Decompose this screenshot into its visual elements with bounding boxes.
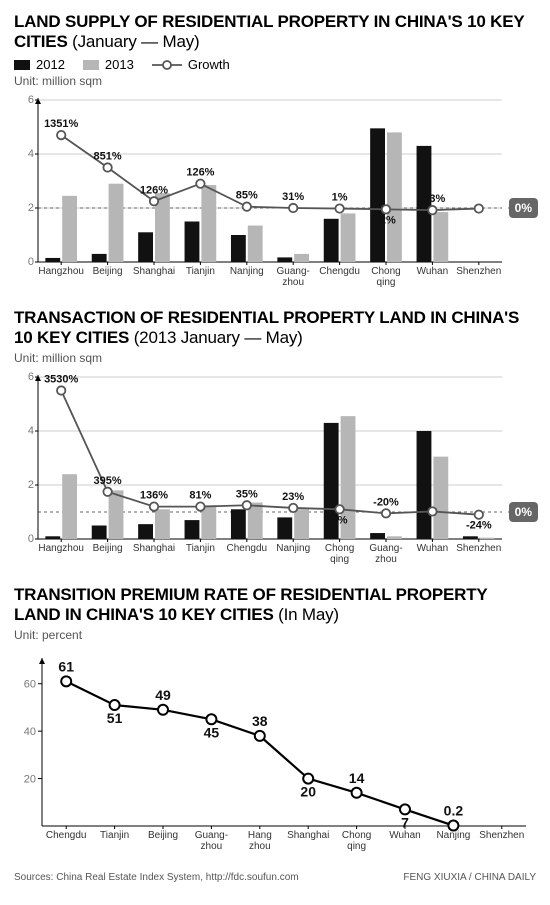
chart2-unit: Unit: million sqm <box>14 351 536 365</box>
svg-text:60: 60 <box>24 679 36 691</box>
chart-premium-rate: TRANSITION PREMIUM RATE OF RESIDENTIAL P… <box>14 585 536 854</box>
footer-credit: FENG XIUXIA / CHINA DAILY <box>403 872 536 883</box>
svg-text:2: 2 <box>28 202 34 214</box>
svg-text:1%: 1% <box>332 192 348 204</box>
chart3-title-light: (In May) <box>274 605 339 624</box>
svg-text:Nanjing: Nanjing <box>276 543 310 554</box>
svg-text:Nanjing: Nanjing <box>436 830 470 841</box>
svg-text:Shenzhen: Shenzhen <box>479 830 524 841</box>
svg-text:31%: 31% <box>282 191 304 203</box>
svg-text:126%: 126% <box>186 167 214 179</box>
svg-text:2: 2 <box>28 479 34 491</box>
chart2-plot: 0 2 4 6 Hangzhou Beijing Shanghai Tianjin Chengd… <box>14 367 536 567</box>
svg-text:20: 20 <box>300 784 316 800</box>
chart2-title-light: (2013 January — May) <box>129 328 302 347</box>
svg-text:Beijing: Beijing <box>93 266 123 277</box>
legend-2013: 2013 <box>83 57 134 72</box>
svg-text:Hangzhou: Hangzhou <box>248 830 272 852</box>
svg-text:Shenzhen: Shenzhen <box>456 543 501 554</box>
svg-text:23%: 23% <box>282 491 304 503</box>
svg-text:0.2: 0.2 <box>444 803 464 819</box>
svg-text:6: 6 <box>28 371 34 383</box>
svg-text:51: 51 <box>107 710 123 726</box>
svg-text:136%: 136% <box>140 490 168 502</box>
svg-text:Beijing: Beijing <box>148 830 178 841</box>
chart1-title: LAND SUPPLY OF RESIDENTIAL PROPERTY IN C… <box>14 12 536 51</box>
chart1-unit: Unit: million sqm <box>14 74 536 88</box>
svg-text:6: 6 <box>28 94 34 106</box>
svg-text:Tianjin: Tianjin <box>186 543 215 554</box>
svg-text:4: 4 <box>28 148 34 160</box>
chart2-title: TRANSACTION OF RESIDENTIAL PROPERTY LAND… <box>14 308 536 347</box>
svg-text:1351%: 1351% <box>44 118 78 130</box>
svg-text:-53%: -53% <box>420 193 446 205</box>
svg-text:Guang-zhou: Guang-zhou <box>369 543 402 565</box>
chart3-plot: 20 40 60 Chengdu Tianjin Beijing Guang-zhou Han… <box>14 644 536 854</box>
svg-text:0: 0 <box>28 533 34 545</box>
svg-text:Shanghai: Shanghai <box>287 830 329 841</box>
svg-text:38: 38 <box>252 713 268 729</box>
svg-text:0: 0 <box>28 256 34 268</box>
svg-text:Chengdu: Chengdu <box>319 266 360 277</box>
chart-transaction: TRANSACTION OF RESIDENTIAL PROPERTY LAND… <box>14 308 536 567</box>
svg-text:20: 20 <box>24 774 36 786</box>
chart1-legend: 2012 2013 Growth <box>14 57 536 72</box>
svg-text:126%: 126% <box>140 184 168 196</box>
chart-land-supply: LAND SUPPLY OF RESIDENTIAL PROPERTY IN C… <box>14 12 536 290</box>
svg-text:Chengdu: Chengdu <box>227 543 268 554</box>
svg-text:81%: 81% <box>189 490 211 502</box>
svg-text:-2%: -2% <box>376 214 396 226</box>
svg-text:Guang-zhou: Guang-zhou <box>277 266 310 288</box>
svg-text:Shanghai: Shanghai <box>133 266 175 277</box>
svg-text:Hangzhou: Hangzhou <box>38 266 84 277</box>
chart1-zero-badge: 0% <box>509 198 538 218</box>
svg-text:14: 14 <box>349 770 365 786</box>
chart1-title-light: (January — May) <box>68 32 200 51</box>
svg-text:3530%: 3530% <box>44 374 78 386</box>
footer-source: Sources: China Real Estate Index System,… <box>14 872 299 883</box>
svg-text:85%: 85% <box>236 190 258 202</box>
svg-text:35%: 35% <box>236 488 258 500</box>
svg-text:61: 61 <box>58 659 74 675</box>
svg-text:Tianjin: Tianjin <box>100 830 129 841</box>
svg-text:Shenzhen: Shenzhen <box>456 266 501 277</box>
chart1-plot: 0 2 4 6 Hangzhou Beijing Shanghai Tianjin Nanjin… <box>14 90 536 290</box>
chart3-unit: Unit: percent <box>14 628 536 642</box>
svg-text:4: 4 <box>28 425 34 437</box>
svg-text:-24%: -24% <box>466 520 492 532</box>
svg-text:Guang-zhou: Guang-zhou <box>195 830 228 852</box>
svg-text:45: 45 <box>204 725 220 741</box>
svg-text:Tianjin: Tianjin <box>186 266 215 277</box>
svg-text:4%: 4% <box>332 514 348 526</box>
svg-text:Chengdu: Chengdu <box>46 830 87 841</box>
svg-text:Shanghai: Shanghai <box>133 543 175 554</box>
legend-growth: Growth <box>152 57 230 72</box>
svg-text:-20%: -20% <box>373 497 399 509</box>
svg-text:Nanjing: Nanjing <box>230 266 264 277</box>
svg-text:851%: 851% <box>94 151 122 163</box>
svg-text:Wuhan: Wuhan <box>417 543 449 554</box>
svg-text:Wuhan: Wuhan <box>417 266 449 277</box>
svg-text:Chongqing: Chongqing <box>371 266 400 288</box>
chart3-title-bold: TRANSITION PREMIUM RATE OF RESIDENTIAL P… <box>14 585 487 624</box>
svg-text:395%: 395% <box>94 475 122 487</box>
chart3-title: TRANSITION PREMIUM RATE OF RESIDENTIAL P… <box>14 585 536 624</box>
chart2-zero-badge: 0% <box>509 502 538 522</box>
svg-text:Wuhan: Wuhan <box>389 830 421 841</box>
svg-text:Hangzhou: Hangzhou <box>38 543 84 554</box>
svg-text:Beijing: Beijing <box>93 543 123 554</box>
legend-2012: 2012 <box>14 57 65 72</box>
svg-text:40: 40 <box>24 726 36 738</box>
footer: Sources: China Real Estate Index System,… <box>14 872 536 883</box>
svg-text:Chongqing: Chongqing <box>342 830 371 852</box>
svg-text:Chongqing: Chongqing <box>325 543 354 565</box>
svg-text:49: 49 <box>155 687 171 703</box>
svg-text:7: 7 <box>401 815 409 831</box>
